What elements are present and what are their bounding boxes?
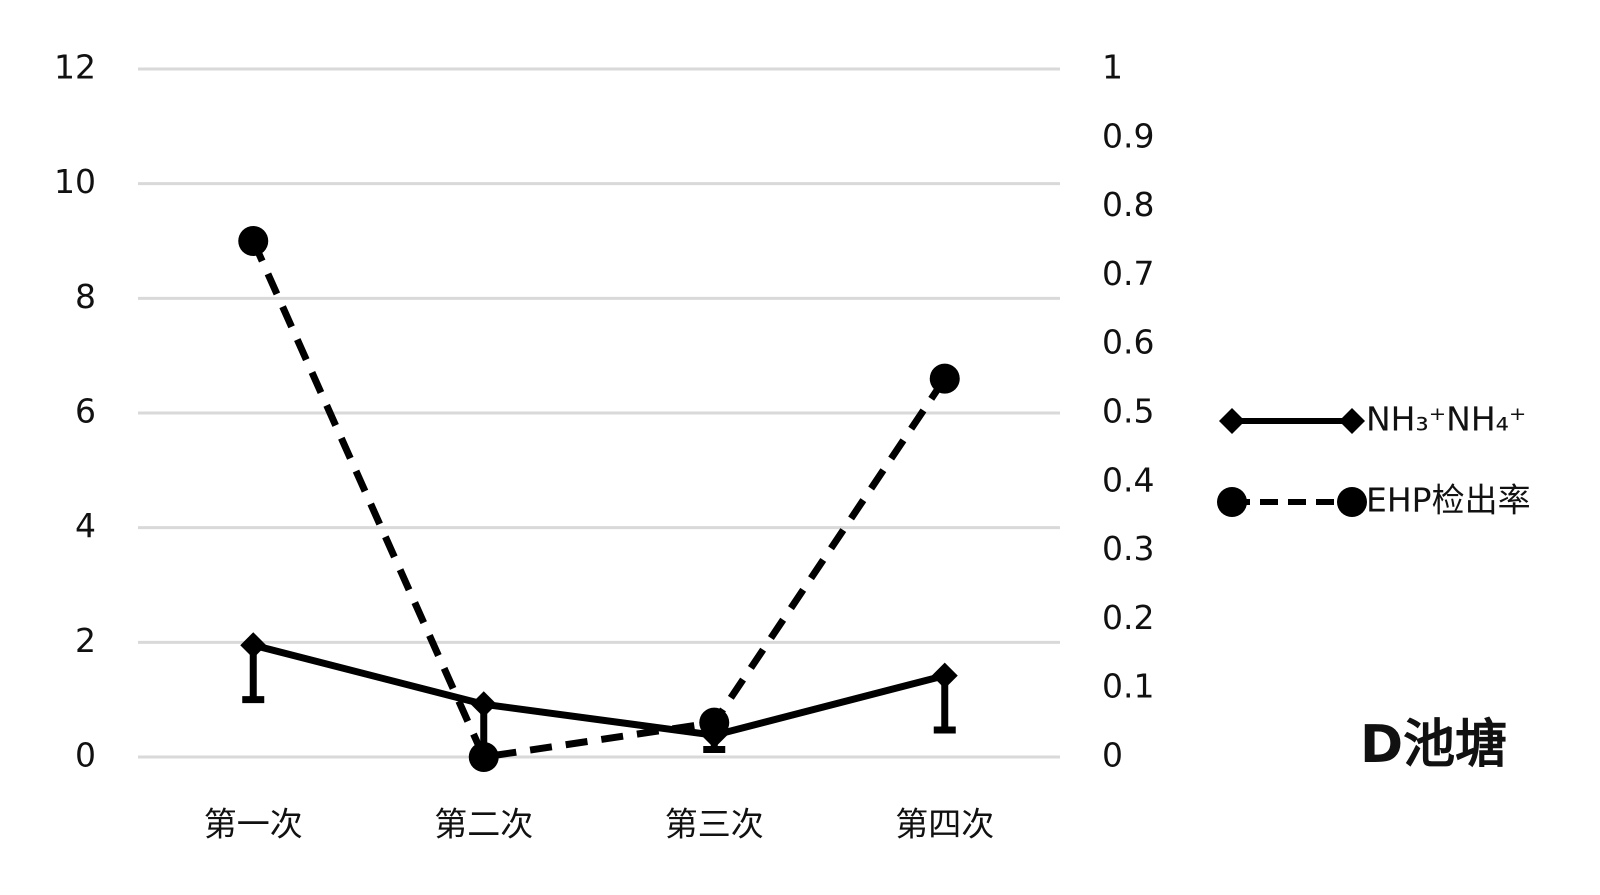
point	[468, 742, 499, 772]
point	[929, 363, 960, 394]
series-line	[250, 239, 948, 761]
series-line	[252, 641, 946, 739]
y2-tick-label: 0.6	[1102, 323, 1154, 362]
x-tick-label: 第三次	[665, 805, 764, 844]
y-tick-label: 4	[75, 506, 96, 545]
point	[470, 691, 497, 718]
point	[238, 226, 269, 256]
y2-tick-label: 0.7	[1102, 254, 1154, 293]
y-tick-label: 2	[75, 621, 96, 660]
y-tick-label: 12	[54, 48, 96, 87]
point	[699, 707, 730, 738]
point	[240, 632, 267, 659]
legend-marker	[1217, 487, 1247, 517]
y-tick-label: 6	[75, 392, 96, 431]
y2-tick-label: 0.4	[1102, 460, 1154, 499]
legend-marker	[1337, 487, 1367, 517]
legend-label: NH₃⁺NH₄⁺	[1366, 400, 1526, 439]
y2-tick-label: 0.2	[1102, 598, 1154, 637]
y2-tick-label: 0.3	[1102, 529, 1154, 568]
legend-marker	[1339, 408, 1365, 434]
y2-tick-label: 1	[1102, 48, 1123, 87]
y2-tick-label: 0.9	[1102, 116, 1154, 155]
y-tick-label: 0	[75, 736, 96, 775]
x-tick-label: 第四次	[895, 805, 994, 844]
y2-tick-label: 0.5	[1102, 392, 1154, 431]
y-tick-label: 10	[54, 162, 96, 201]
y-tick-label: 8	[75, 277, 96, 316]
point	[931, 662, 958, 689]
legend-marker	[1219, 408, 1245, 434]
y2-tick-label: 0.8	[1102, 185, 1154, 224]
legend-label: EHP检出率	[1366, 481, 1531, 520]
y2-tick-label: 0.1	[1102, 667, 1154, 706]
x-tick-label: 第一次	[204, 805, 303, 844]
x-tick-label: 第二次	[434, 805, 533, 844]
y2-tick-label: 0	[1102, 736, 1123, 775]
annotation: D池塘	[1360, 715, 1507, 775]
